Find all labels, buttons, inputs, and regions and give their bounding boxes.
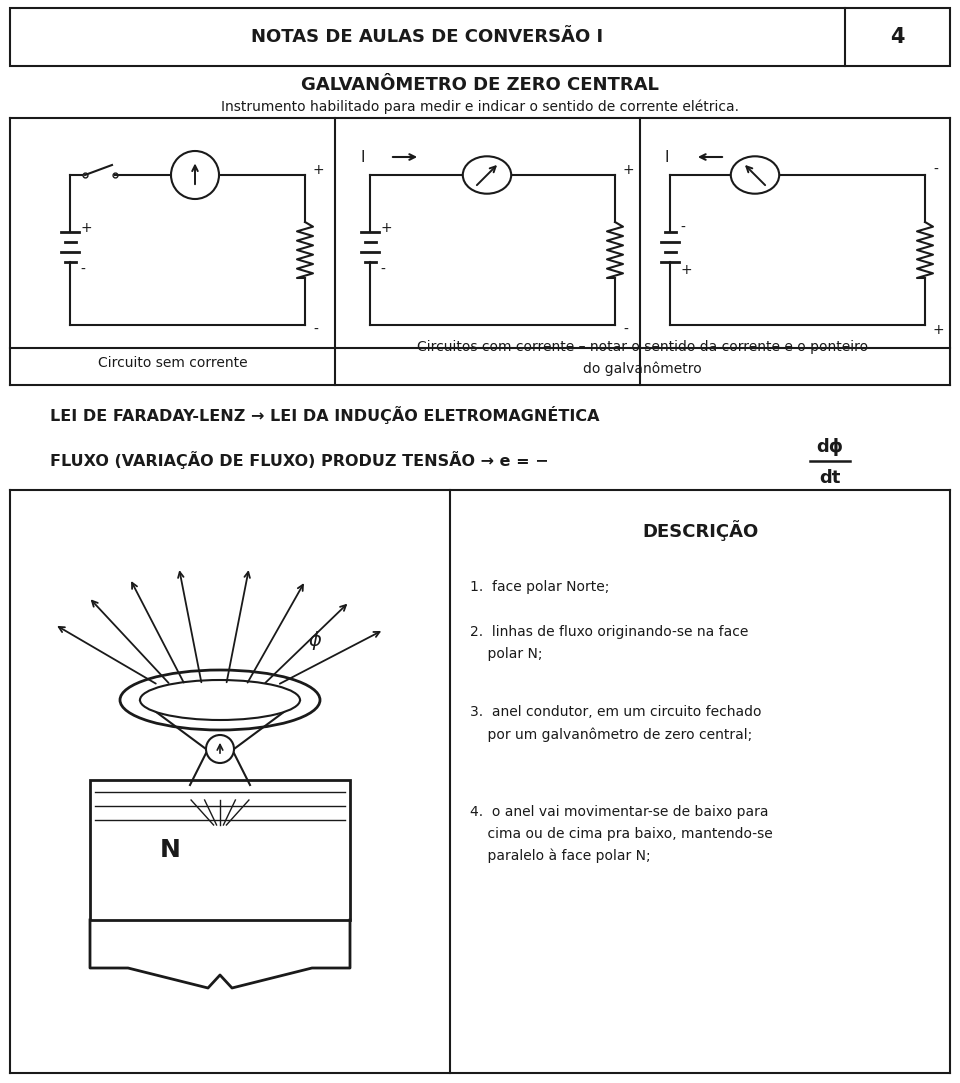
Bar xyxy=(90,780,350,919)
Text: Circuito sem corrente: Circuito sem corrente xyxy=(98,356,248,370)
Text: Circuitos com corrente – notar o sentido da corrente e o ponteiro
do galvanômetr: Circuitos com corrente – notar o sentido… xyxy=(417,340,868,376)
Text: 1.  face polar Norte;: 1. face polar Norte; xyxy=(470,580,610,593)
Ellipse shape xyxy=(731,156,780,194)
Text: LEI DE FARADAY-LENZ → LEI DA INDUÇÃO ELETROMAGNÉTICA: LEI DE FARADAY-LENZ → LEI DA INDUÇÃO ELE… xyxy=(50,406,599,425)
Text: -: - xyxy=(380,263,385,277)
Ellipse shape xyxy=(463,156,512,194)
Text: GALVANÔMETRO DE ZERO CENTRAL: GALVANÔMETRO DE ZERO CENTRAL xyxy=(301,76,659,94)
Text: +: + xyxy=(623,164,635,177)
Text: 4: 4 xyxy=(890,27,904,47)
Text: I: I xyxy=(360,149,365,165)
Text: 4.  o anel vai movimentar-se de baixo para
    cima ou de cima pra baixo, manten: 4. o anel vai movimentar-se de baixo par… xyxy=(470,805,773,863)
Text: NOTAS DE AULAS DE CONVERSÃO I: NOTAS DE AULAS DE CONVERSÃO I xyxy=(251,28,603,45)
Text: +: + xyxy=(80,221,91,235)
Text: dϕ: dϕ xyxy=(816,438,844,456)
Text: -: - xyxy=(623,323,628,337)
Text: DESCRIÇÃO: DESCRIÇÃO xyxy=(642,520,758,542)
Ellipse shape xyxy=(140,680,300,720)
Text: +: + xyxy=(313,164,324,177)
Text: 3.  anel condutor, em um circuito fechado
    por um galvanômetro de zero centra: 3. anel condutor, em um circuito fechado… xyxy=(470,705,761,742)
Text: +: + xyxy=(680,263,691,277)
Text: N: N xyxy=(159,838,180,862)
Text: I: I xyxy=(665,149,669,165)
Text: Instrumento habilitado para medir e indicar o sentido de corrente elétrica.: Instrumento habilitado para medir e indi… xyxy=(221,100,739,114)
Circle shape xyxy=(206,735,234,764)
Text: ϕ: ϕ xyxy=(308,630,322,650)
Text: -: - xyxy=(80,263,84,277)
Text: -: - xyxy=(933,164,938,177)
Text: 2.  linhas de fluxo originando-se na face
    polar N;: 2. linhas de fluxo originando-se na face… xyxy=(470,625,749,661)
Text: +: + xyxy=(933,323,945,337)
Text: -: - xyxy=(313,323,318,337)
Bar xyxy=(10,8,950,66)
Circle shape xyxy=(171,151,219,199)
Text: dt: dt xyxy=(819,469,841,487)
Text: FLUXO (VARIAÇÃO DE FLUXO) PRODUZ TENSÃO → e = −: FLUXO (VARIAÇÃO DE FLUXO) PRODUZ TENSÃO … xyxy=(50,451,548,469)
Text: +: + xyxy=(380,221,392,235)
Text: -: - xyxy=(680,221,684,235)
